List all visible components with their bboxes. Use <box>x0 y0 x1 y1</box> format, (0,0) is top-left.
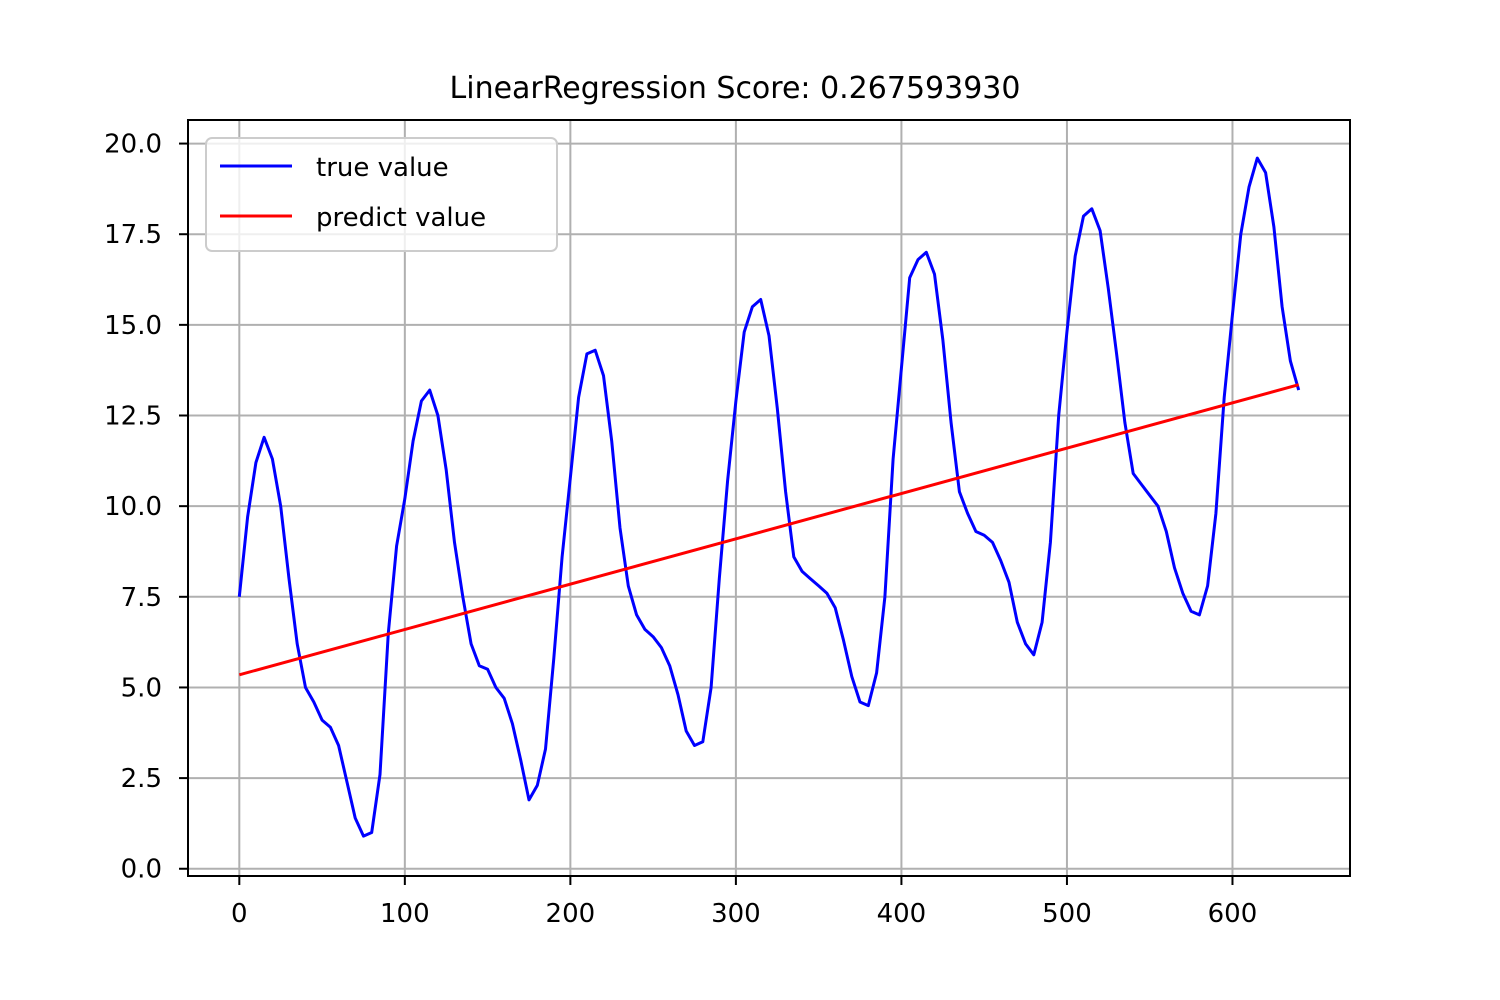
y-tick-label: 2.5 <box>121 764 162 794</box>
legend-label-true-value: true value <box>316 153 449 183</box>
plot-frame <box>187 119 1351 877</box>
y-tick-label: 20.0 <box>104 130 162 160</box>
x-tick-label: 400 <box>877 899 927 929</box>
x-tick-label: 500 <box>1042 899 1092 929</box>
predict-value-line <box>238 383 1300 677</box>
axis-ticks: 0 100 200 300 400 500 600 0.0 2.5 5.0 7.5 10.0 12.5 1… <box>104 130 1257 929</box>
y-tick-label: 17.5 <box>104 220 162 250</box>
legend: true value predict value <box>205 137 558 252</box>
legend-label-predict-value: predict value <box>316 203 486 233</box>
y-tick-label: 10.0 <box>104 492 162 522</box>
y-tick-label: 12.5 <box>104 402 162 432</box>
plot-series <box>237 156 1301 838</box>
y-tick-label: 0.0 <box>121 855 162 885</box>
x-tick-label: 0 <box>231 899 248 929</box>
x-tick-label: 100 <box>380 899 430 929</box>
legend-box <box>205 137 558 252</box>
x-tick-label: 300 <box>711 899 761 929</box>
true-value-line <box>237 156 1301 838</box>
y-tick-label: 15.0 <box>104 311 162 341</box>
x-tick-label: 600 <box>1208 899 1258 929</box>
y-tick-label: 5.0 <box>121 673 162 703</box>
y-tick-label: 7.5 <box>121 583 162 613</box>
grid <box>188 120 1350 876</box>
chart-title: LinearRegression Score: 0.267593930 <box>450 71 1021 106</box>
x-tick-label: 200 <box>546 899 596 929</box>
